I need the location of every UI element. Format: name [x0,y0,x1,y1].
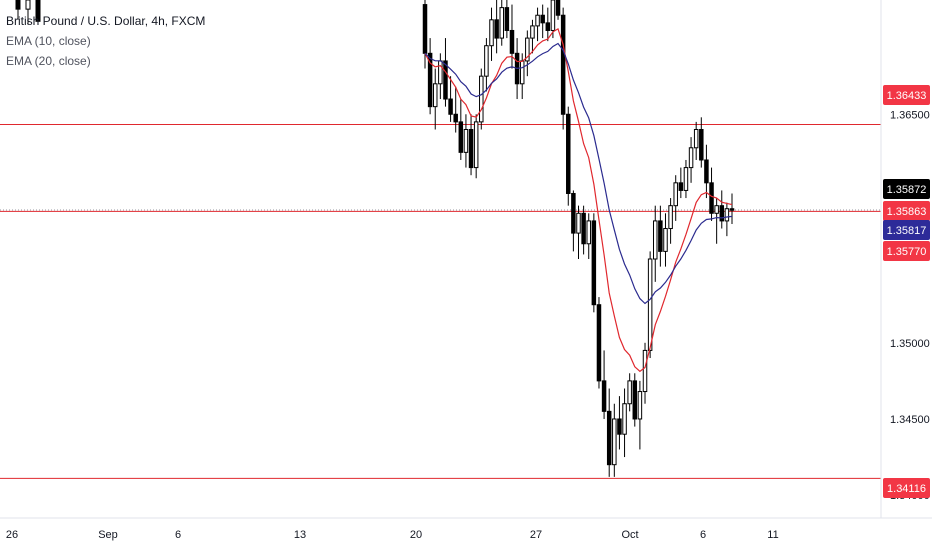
candle[interactable] [438,53,443,100]
candle[interactable] [463,114,469,168]
candle[interactable] [484,38,489,92]
candle[interactable] [479,68,484,130]
candle[interactable] [714,198,719,244]
candle[interactable] [448,76,453,122]
candle[interactable] [504,0,510,39]
price-badges: 1.36433 1.35872 1.35863 1.35817 1.35770 1.341… [883,85,930,498]
time-tick-label: 26 [6,529,18,541]
candle[interactable] [550,0,556,39]
candle[interactable] [637,380,643,450]
candle[interactable] [719,190,725,229]
candle[interactable] [555,0,561,20]
time-tick-label: 20 [410,529,422,541]
candle[interactable] [509,4,515,69]
time-tick-label: 13 [294,529,306,541]
candle[interactable] [724,202,730,237]
svg-text:1.35817: 1.35817 [887,225,927,237]
candle[interactable] [668,198,673,244]
candle[interactable] [422,0,428,69]
candle[interactable] [15,0,21,20]
candle[interactable] [432,68,438,130]
candle[interactable] [622,388,627,458]
price-badge[interactable]: 1.35863 [883,201,930,221]
price-tick-label: 1.36500 [890,109,930,121]
candle[interactable] [571,190,576,252]
time-tick-label: 27 [530,529,542,541]
candle[interactable] [35,0,41,22]
candle[interactable] [632,373,638,427]
candle[interactable] [693,121,699,160]
candle[interactable] [596,297,602,389]
candle[interactable] [473,114,479,179]
candle[interactable] [729,193,735,224]
candle[interactable] [601,350,607,419]
candle[interactable] [530,19,535,54]
candle[interactable] [678,167,684,199]
svg-text:1.35872: 1.35872 [887,184,927,196]
candle[interactable] [617,396,622,450]
price-tick-label: 1.35000 [890,338,930,350]
legend-symbol[interactable]: British Pound / U.S. Dollar, 4h, FXCM [6,14,206,28]
legend-ema20[interactable]: EMA (20, close) [6,54,91,68]
candle[interactable] [704,144,709,199]
candle[interactable] [683,159,689,199]
time-axis[interactable]: 26 Sep 6 13 20 27 Oct 6 11 [6,529,779,541]
price-badge[interactable]: 1.34116 [883,478,930,498]
candle[interactable] [560,7,566,130]
candle[interactable] [658,205,663,267]
candle[interactable] [699,117,704,168]
candle[interactable] [586,213,591,259]
candles [15,0,735,477]
ema10-line[interactable] [424,28,733,373]
candle[interactable] [663,213,668,267]
horizontal-levels [0,123,881,479]
price-badge[interactable]: 1.35770 [883,241,930,261]
candle[interactable] [566,106,571,206]
time-tick-label: Sep [98,529,118,541]
candle[interactable] [576,205,581,259]
candle[interactable] [647,251,653,359]
candle[interactable] [627,373,632,412]
candle[interactable] [535,7,540,42]
ema-lines [424,28,733,373]
candle[interactable] [606,388,612,477]
candle[interactable] [499,0,504,46]
candle[interactable] [25,0,31,25]
svg-text:1.35863: 1.35863 [887,206,927,218]
candle[interactable] [673,175,678,221]
legend-ema10[interactable]: EMA (10, close) [6,34,91,48]
candle[interactable] [494,0,499,54]
candle[interactable] [458,99,464,160]
candle[interactable] [540,4,545,39]
candle[interactable] [545,7,551,42]
candle[interactable] [653,205,658,282]
time-tick-label: 6 [175,529,181,541]
candle[interactable] [468,114,474,176]
price-tick-label: 1.34500 [890,414,930,426]
candle[interactable] [709,167,714,221]
time-tick-label: 6 [700,529,706,541]
ema20-line[interactable] [424,42,733,305]
time-tick-label: 11 [767,529,778,541]
candle[interactable] [591,213,597,313]
candle[interactable] [642,342,648,404]
candle[interactable] [489,7,494,61]
candle[interactable] [581,205,586,255]
candle[interactable] [453,86,458,133]
candle[interactable] [427,38,433,115]
candle[interactable] [525,30,530,77]
price-badge[interactable]: 1.36433 [883,85,930,105]
candle[interactable] [688,137,694,183]
svg-text:1.35770: 1.35770 [887,246,927,258]
svg-text:1.36433: 1.36433 [887,90,927,102]
candle[interactable] [612,403,617,477]
price-badge[interactable]: 1.35872 [883,179,930,199]
time-tick-label: Oct [621,529,638,541]
chart-legend: British Pound / U.S. Dollar, 4h, FXCM EM… [6,11,205,71]
svg-text:1.34116: 1.34116 [887,483,926,495]
price-badge[interactable]: 1.35817 [883,220,930,240]
